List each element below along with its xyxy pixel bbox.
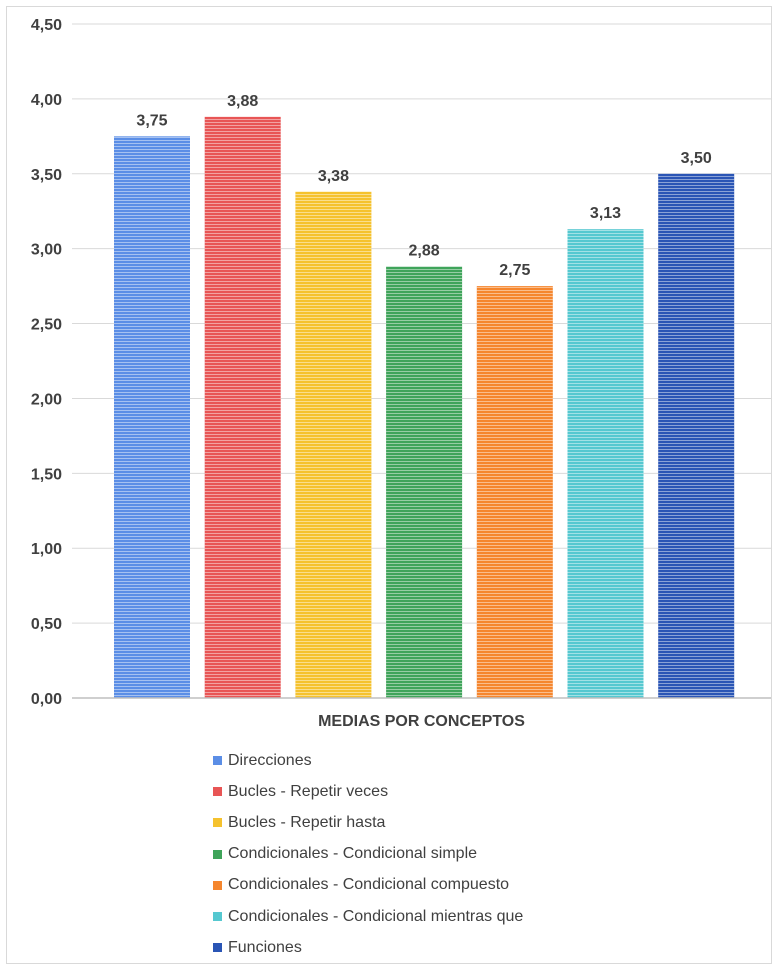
legend-swatch [213,818,222,828]
data-label: 3,75 [136,112,167,129]
legend-item: Bucles - Repetir veces [213,776,523,807]
bar [386,266,463,698]
y-tick-label: 0,00 [31,691,62,708]
bar [295,191,372,699]
y-tick-label: 2,50 [31,317,62,334]
bar-texture [476,286,553,698]
data-label: 3,38 [318,168,349,185]
legend-swatch [213,849,222,859]
data-labels: 3,75 3,88 3,38 2,88 2,75 3,13 3,50 [136,93,711,279]
y-axis-ticks: 0,00 0,50 1,00 1,50 2,00 2,50 3,00 3,50 4,00 4,50 [31,17,62,708]
x-axis-title: MEDIAS POR CONCEPTOS [318,713,525,730]
legend: Direcciones Bucles - Repetir veces Bucles … [213,745,523,963]
legend-item: Condicionales - Condicional compuesto [213,870,523,901]
legend-item: Condicionales - Condicional simple [213,839,523,870]
legend-swatch [213,880,222,890]
bar-texture [567,229,644,698]
legend-swatch [213,912,222,922]
bar [114,136,190,699]
y-tick-label: 3,50 [31,167,62,184]
y-tick-label: 4,00 [31,92,62,109]
bar [658,173,735,698]
bar-texture [295,191,372,699]
bar-texture [204,116,281,698]
bar-texture [658,173,735,698]
legend-label: Condicionales - Condicional simple [228,845,478,863]
legend-swatch [213,756,222,766]
bar [567,229,644,698]
legend-label: Funciones [228,938,302,956]
legend-label: Bucles - Repetir veces [228,782,389,800]
y-tick-label: 0,50 [31,616,62,633]
y-tick-label: 1,50 [31,466,62,483]
y-tick-label: 3,00 [31,242,62,259]
bar-texture [386,266,463,698]
legend-swatch [213,787,222,797]
legend-item: Direcciones [213,745,523,776]
data-label: 3,50 [681,150,712,167]
legend-item: Bucles - Repetir hasta [213,807,523,838]
legend-item: Funciones [213,932,523,963]
legend-label: Direcciones [228,751,312,769]
legend-label: Condicionales - Condicional mientras que [228,907,524,925]
bar [476,286,553,698]
data-label: 2,88 [409,243,440,260]
data-label: 3,88 [227,93,258,110]
legend-label: Bucles - Repetir hasta [228,813,386,831]
data-label: 3,13 [590,205,621,222]
y-tick-label: 1,00 [31,541,62,558]
y-tick-label: 2,00 [31,391,62,408]
legend-item: Condicionales - Condicional mientras que [213,901,523,932]
legend-label: Condicionales - Condicional compuesto [228,876,510,894]
y-tick-label: 4,50 [31,17,62,34]
bars [114,116,735,699]
legend-swatch [213,943,222,953]
bar-texture [114,136,190,699]
data-label: 2,75 [499,262,530,279]
bar [204,116,281,698]
